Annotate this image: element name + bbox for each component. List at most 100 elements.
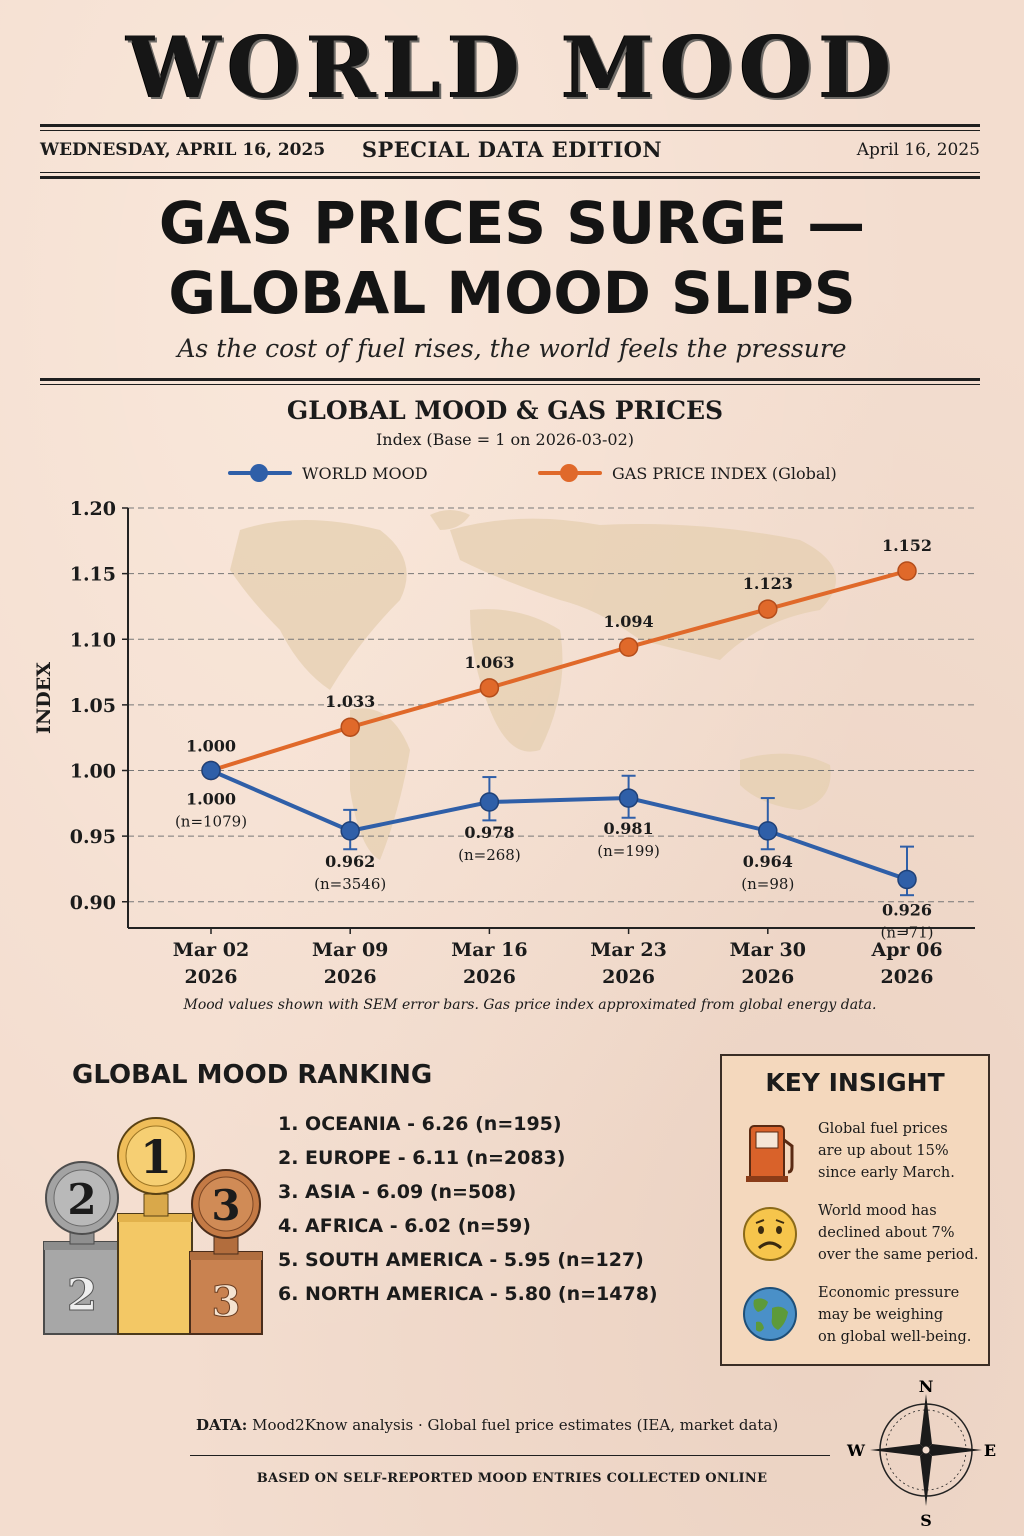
world-mood-point <box>618 788 639 808</box>
world-mood-point <box>897 869 917 890</box>
x-tick-label: Apr 06 <box>870 939 942 961</box>
insight-text-fuel: Global fuel prices are up about 15% sinc… <box>818 1121 955 1181</box>
ranking-list: 1. OCEANIA - 6.26 (n=195) 2. EUROPE - 6.… <box>278 1110 658 1314</box>
ranking-title: GLOBAL MOOD RANKING <box>72 1060 433 1090</box>
top-rule <box>40 124 980 127</box>
gas-price-data-label: 1.152 <box>882 536 932 555</box>
gold-medal-number: 1 <box>140 1130 172 1184</box>
y-tick-label: 1.05 <box>70 695 116 717</box>
ranking-item: 3. ASIA - 6.09 (n=508) <box>278 1181 517 1203</box>
gas-price-point <box>479 678 500 698</box>
fuel-pump-icon <box>746 1125 794 1182</box>
podium-block-third-number: 3 <box>211 1277 240 1326</box>
podium-block-first <box>117 1213 193 1335</box>
world-mood-point <box>479 792 500 812</box>
world-map-background <box>350 708 410 860</box>
data-sources-text: Mood2Know analysis · Global fuel price e… <box>252 1416 779 1434</box>
x-tick-label: Mar 09 <box>312 939 388 961</box>
legend-item-world-mood: WORLD MOOD <box>228 458 428 488</box>
gas-price-point <box>340 717 360 737</box>
chart-footnote: Mood values shown with SEM error bars. G… <box>183 997 877 1013</box>
x-tick-label: 2026 <box>324 966 377 988</box>
y-tick-label: 0.95 <box>70 826 116 848</box>
y-tick-label: 1.20 <box>70 498 116 520</box>
podium-block-second-number: 2 <box>67 1270 98 1321</box>
line-chart: 1.20 1.15 1.10 1.05 1.00 0.95 0.90 INDEX Mar 02 2… <box>33 498 975 988</box>
edition-label: SPECIAL DATA EDITION <box>361 137 663 162</box>
compass-south-label: S <box>920 1511 932 1530</box>
y-tick-label: 1.00 <box>70 761 116 783</box>
gas-price-line <box>210 569 908 773</box>
y-tick-label: 1.10 <box>70 629 116 651</box>
silver-medal-number: 2 <box>67 1175 96 1224</box>
world-mood-point <box>340 821 360 841</box>
masthead-title: WORLD MOOD <box>126 18 898 117</box>
world-mood-data-label: 0.981 <box>604 819 654 838</box>
x-tick-label: 2026 <box>602 966 655 988</box>
section-rule-thin <box>40 384 980 385</box>
dateline-left: WEDNESDAY, APRIL 16, 2025 <box>40 140 326 160</box>
world-mood-sample-size: (n=1079) <box>175 813 247 831</box>
world-mood-data-label: 0.926 <box>882 900 932 919</box>
data-sources: DATA: Mood2Know analysis · Global fuel p… <box>196 1416 778 1434</box>
gas-price-point <box>618 637 639 657</box>
footer-rule <box>190 1455 830 1456</box>
gas-price-point <box>758 599 778 619</box>
compass-north-label: N <box>919 1377 934 1396</box>
headline: GAS PRICES SURGE — GLOBAL MOOD SLIPS <box>0 188 1024 328</box>
gas-price-data-label: 1.123 <box>743 574 793 593</box>
key-insight-box: KEY INSIGHT Global fuel prices are up ab… <box>720 1054 990 1366</box>
legend-label-gas-price: GAS PRICE INDEX (Global) <box>612 463 837 483</box>
x-tick-label: Mar 23 <box>590 939 666 961</box>
world-mood-data-label: 1.000 <box>186 790 236 809</box>
legend-item-gas-price: GAS PRICE INDEX (Global) <box>538 458 837 488</box>
world-mood-line <box>210 768 908 882</box>
world-mood-point <box>201 760 221 781</box>
gas-price-point <box>897 561 917 581</box>
globe-icon <box>743 1287 797 1341</box>
x-tick-label: Mar 16 <box>451 939 527 961</box>
y-tick-label: 1.15 <box>70 564 116 586</box>
world-map-background <box>740 753 831 810</box>
data-label: DATA: <box>196 1416 248 1434</box>
gas-price-data-label: 1.094 <box>604 612 654 631</box>
ranking-item: 5. SOUTH AMERICA - 5.95 (n=127) <box>278 1249 644 1271</box>
ranking-item: 1. OCEANIA - 6.26 (n=195) <box>278 1113 562 1135</box>
legend-swatch-world-mood <box>228 463 292 483</box>
x-tick-label: Mar 02 <box>173 939 249 961</box>
footer-note: BASED ON SELF-REPORTED MOOD ENTRIES COLL… <box>256 1471 768 1486</box>
section-rule <box>40 378 980 381</box>
world-mood-data-label: 0.962 <box>325 852 375 871</box>
gas-price-data-label: 1.000 <box>186 737 236 756</box>
legend-label-world-mood: WORLD MOOD <box>302 463 428 483</box>
y-tick-label: 0.90 <box>70 892 116 914</box>
headline-line-2: GLOBAL MOOD SLIPS <box>168 259 856 327</box>
subheadline: As the cost of fuel rises, the world fee… <box>177 334 847 363</box>
world-map-background <box>450 518 836 660</box>
insight-text-mood: World mood has declined about 7% over th… <box>818 1203 979 1263</box>
world-mood-data-label: 0.978 <box>464 823 514 842</box>
world-mood-sample-size: (n=199) <box>597 842 660 860</box>
world-map-background <box>230 520 407 690</box>
sad-face-icon <box>743 1207 797 1261</box>
world-map-background <box>430 510 470 530</box>
insight-text-economy: Economic pressure may be weighing on glo… <box>818 1285 972 1345</box>
x-tick-label: 2026 <box>741 966 794 988</box>
compass-east-label: E <box>984 1441 996 1460</box>
legend-swatch-gas-price <box>538 463 602 483</box>
ranking-item: 2. EUROPE - 6.11 (n=2083) <box>278 1147 566 1169</box>
chart-title: GLOBAL MOOD & GAS PRICES <box>286 396 724 425</box>
x-tick-label: 2026 <box>185 966 238 988</box>
world-mood-data-label: 0.964 <box>743 852 793 871</box>
world-mood-sample-size: (n=71) <box>880 923 933 941</box>
compass-rose-icon: N S W E <box>846 1377 996 1530</box>
x-tick-label: 2026 <box>881 966 934 988</box>
podium-illustration: 2 3 2 1 3 <box>43 1117 263 1335</box>
gas-price-data-label: 1.033 <box>325 692 375 711</box>
dateline-right: April 16, 2025 <box>856 140 980 160</box>
top-rule-thin <box>40 130 980 131</box>
dateline-rule <box>40 176 980 179</box>
world-mood-sample-size: (n=268) <box>458 846 521 864</box>
ranking-item: 4. AFRICA - 6.02 (n=59) <box>278 1215 531 1237</box>
x-tick-label: 2026 <box>463 966 516 988</box>
